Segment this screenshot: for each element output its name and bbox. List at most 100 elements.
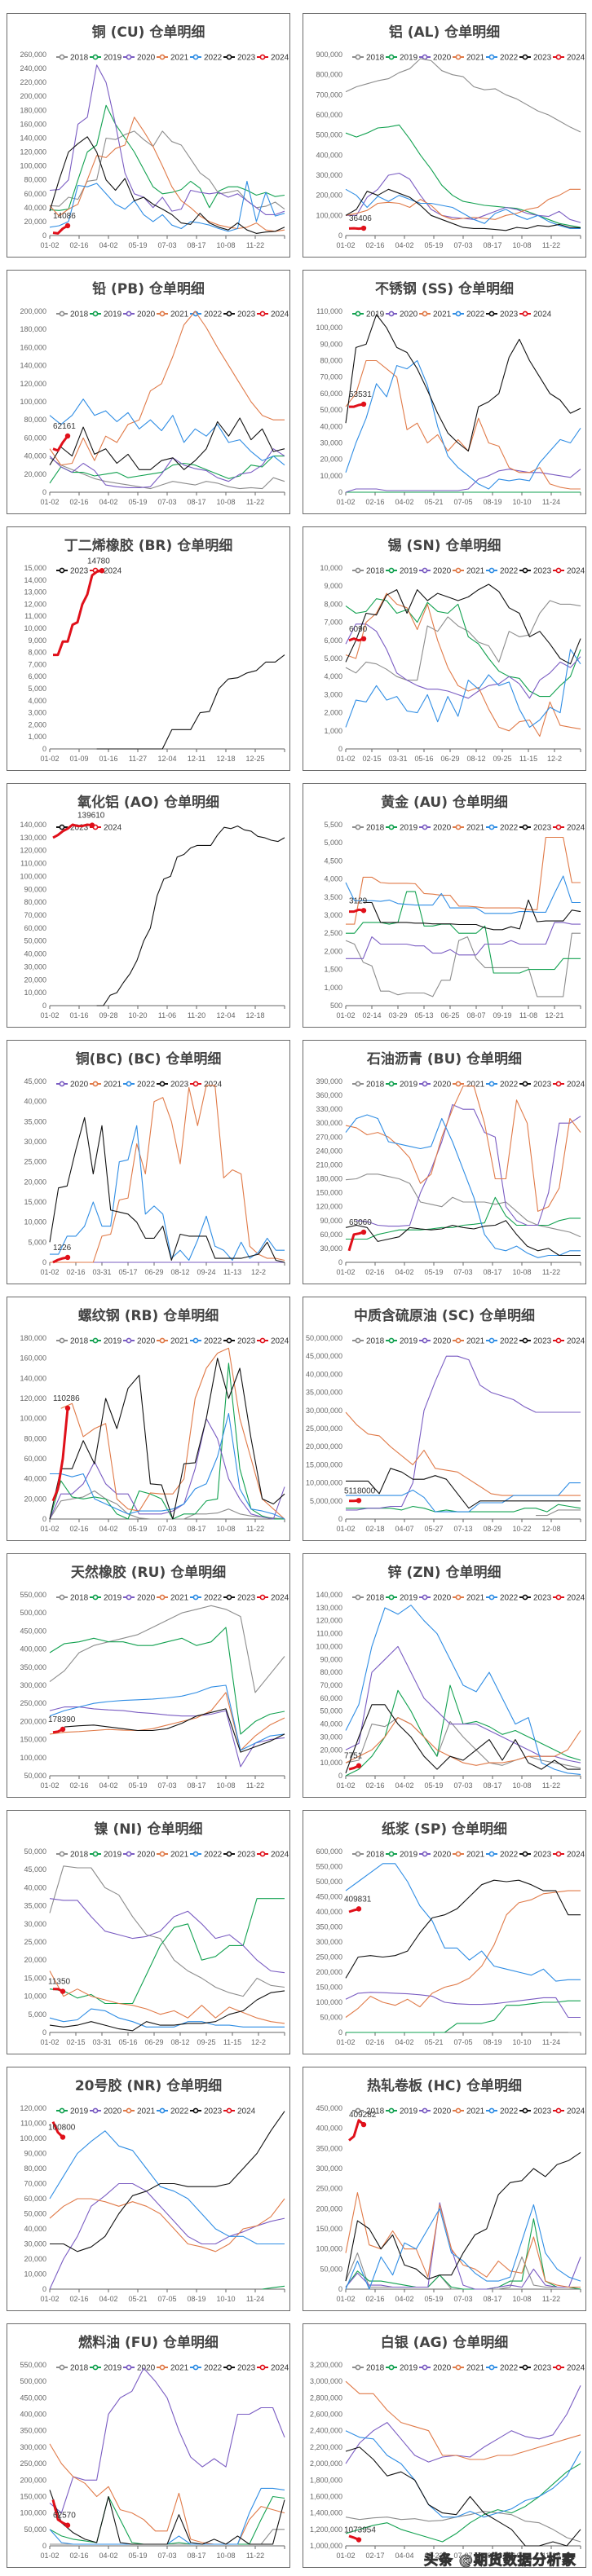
legend-item-2021[interactable]: 2021 (453, 1337, 485, 1346)
legend-item-2023[interactable]: 2023 (56, 824, 89, 833)
legend-item-2021[interactable]: 2021 (453, 2364, 485, 2373)
legend-item-2021[interactable]: 2021 (453, 54, 485, 63)
legend-item-2022[interactable]: 2022 (486, 567, 519, 576)
legend-item-2024[interactable]: 2024 (553, 54, 585, 63)
legend-item-2020[interactable]: 2020 (419, 1594, 452, 1603)
legend-item-2024[interactable]: 2024 (190, 1081, 223, 1090)
legend-item-2020[interactable]: 2020 (123, 310, 156, 319)
legend-item-2020[interactable]: 2020 (419, 1337, 452, 1346)
legend-item-2020[interactable]: 2020 (419, 2364, 452, 2373)
legend-item-2022[interactable]: 2022 (190, 1851, 223, 1860)
legend-item-2018[interactable]: 2018 (56, 1851, 89, 1860)
legend-item-2023[interactable]: 2023 (519, 567, 552, 576)
legend-item-2019[interactable]: 2019 (386, 2107, 418, 2116)
legend-item-2021[interactable]: 2021 (453, 1081, 485, 1090)
legend-item-2023[interactable]: 2023 (223, 1337, 256, 1346)
legend-item-2020[interactable]: 2020 (419, 2107, 452, 2116)
legend-item-2021[interactable]: 2021 (419, 310, 452, 319)
legend-item-2019[interactable]: 2019 (90, 1851, 122, 1860)
legend-item-2023[interactable]: 2023 (519, 2107, 552, 2116)
legend-item-2021[interactable]: 2021 (157, 1851, 189, 1860)
legend-item-2024[interactable]: 2024 (553, 1337, 585, 1346)
legend-item-2024[interactable]: 2024 (223, 2107, 256, 2116)
legend-item-2024[interactable]: 2024 (553, 2364, 585, 2373)
legend-item-2023[interactable]: 2023 (223, 2364, 256, 2373)
legend-item-2023[interactable]: 2023 (190, 2107, 223, 2116)
legend-item-2023[interactable]: 2023 (519, 2364, 552, 2373)
legend-item-2022[interactable]: 2022 (123, 1081, 156, 1090)
legend-item-2019[interactable]: 2019 (386, 1594, 418, 1603)
legend-item-2022[interactable]: 2022 (190, 1337, 223, 1346)
legend-item-2022[interactable]: 2022 (486, 2107, 519, 2116)
legend-item-2023[interactable]: 2023 (519, 54, 552, 63)
legend-item-2023[interactable]: 2023 (486, 310, 519, 319)
legend-item-2021[interactable]: 2021 (90, 1081, 122, 1090)
legend-item-2021[interactable]: 2021 (157, 1594, 189, 1603)
legend-item-2019[interactable]: 2019 (90, 310, 122, 319)
legend-item-2019[interactable]: 2019 (90, 2364, 122, 2373)
legend-item-2024[interactable]: 2024 (553, 824, 585, 833)
legend-item-2019[interactable]: 2019 (386, 824, 418, 833)
legend-item-2024[interactable]: 2024 (553, 567, 585, 576)
legend-item-2018[interactable]: 2018 (352, 824, 385, 833)
legend-item-2020[interactable]: 2020 (123, 1594, 156, 1603)
legend-item-2020[interactable]: 2020 (56, 1081, 89, 1090)
legend-item-2023[interactable]: 2023 (519, 824, 552, 833)
legend-item-2018[interactable]: 2018 (352, 1337, 385, 1346)
legend-item-2023[interactable]: 2023 (223, 310, 256, 319)
legend-item-2018[interactable]: 2018 (352, 54, 385, 63)
legend-item-2022[interactable]: 2022 (190, 1594, 223, 1603)
legend-item-2021[interactable]: 2021 (453, 2107, 485, 2116)
legend-item-2019[interactable]: 2019 (386, 567, 418, 576)
legend-item-2024[interactable]: 2024 (553, 1851, 585, 1860)
legend-item-2020[interactable]: 2020 (419, 1081, 452, 1090)
legend-item-2020[interactable]: 2020 (419, 567, 452, 576)
legend-item-2022[interactable]: 2022 (157, 2107, 189, 2116)
legend-item-2018[interactable]: 2018 (352, 567, 385, 576)
legend-item-2020[interactable]: 2020 (123, 1851, 156, 1860)
legend-item-2020[interactable]: 2020 (419, 824, 452, 833)
legend-item-2020[interactable]: 2020 (419, 54, 452, 63)
legend-item-2021[interactable]: 2021 (157, 2364, 189, 2373)
legend-item-2020[interactable]: 2020 (123, 1337, 156, 1346)
legend-item-2018[interactable]: 2018 (352, 2364, 385, 2373)
legend-item-2019[interactable]: 2019 (352, 310, 385, 319)
legend-item-2024[interactable]: 2024 (257, 1594, 289, 1603)
legend-item-2019[interactable]: 2019 (90, 1594, 122, 1603)
legend-item-2018[interactable]: 2018 (56, 1594, 89, 1603)
legend-item-2022[interactable]: 2022 (190, 2364, 223, 2373)
legend-item-2024[interactable]: 2024 (257, 1337, 289, 1346)
legend-item-2024[interactable]: 2024 (553, 1081, 585, 1090)
legend-item-2023[interactable]: 2023 (519, 1337, 552, 1346)
legend-item-2018[interactable]: 2018 (352, 1594, 385, 1603)
legend-item-2022[interactable]: 2022 (486, 1081, 519, 1090)
legend-item-2024[interactable]: 2024 (519, 310, 552, 319)
legend-item-2022[interactable]: 2022 (486, 1337, 519, 1346)
legend-item-2018[interactable]: 2018 (352, 1081, 385, 1090)
legend-item-2020[interactable]: 2020 (419, 1851, 452, 1860)
legend-item-2020[interactable]: 2020 (386, 310, 418, 319)
legend-item-2021[interactable]: 2021 (157, 1337, 189, 1346)
legend-item-2023[interactable]: 2023 (223, 1851, 256, 1860)
legend-item-2024[interactable]: 2024 (257, 54, 289, 63)
legend-item-2018[interactable]: 2018 (56, 54, 89, 63)
legend-item-2018[interactable]: 2018 (352, 1851, 385, 1860)
legend-item-2020[interactable]: 2020 (123, 2364, 156, 2373)
legend-item-2019[interactable]: 2019 (90, 54, 122, 63)
legend-item-2022[interactable]: 2022 (486, 2364, 519, 2373)
legend-item-2021[interactable]: 2021 (453, 1851, 485, 1860)
legend-item-2023[interactable]: 2023 (223, 1594, 256, 1603)
legend-item-2021[interactable]: 2021 (453, 567, 485, 576)
legend-item-2024[interactable]: 2024 (553, 1594, 585, 1603)
legend-item-2023[interactable]: 2023 (157, 1081, 189, 1090)
legend-item-2019[interactable]: 2019 (386, 1337, 418, 1346)
legend-item-2022[interactable]: 2022 (486, 1594, 519, 1603)
legend-item-2024[interactable]: 2024 (257, 310, 289, 319)
legend-item-2018[interactable]: 2018 (56, 2364, 89, 2373)
legend-item-2021[interactable]: 2021 (453, 824, 485, 833)
legend-item-2023[interactable]: 2023 (519, 1851, 552, 1860)
legend-item-2022[interactable]: 2022 (453, 310, 485, 319)
legend-item-2022[interactable]: 2022 (486, 824, 519, 833)
legend-item-2024[interactable]: 2024 (553, 2107, 585, 2116)
legend-item-2024[interactable]: 2024 (257, 1851, 289, 1860)
